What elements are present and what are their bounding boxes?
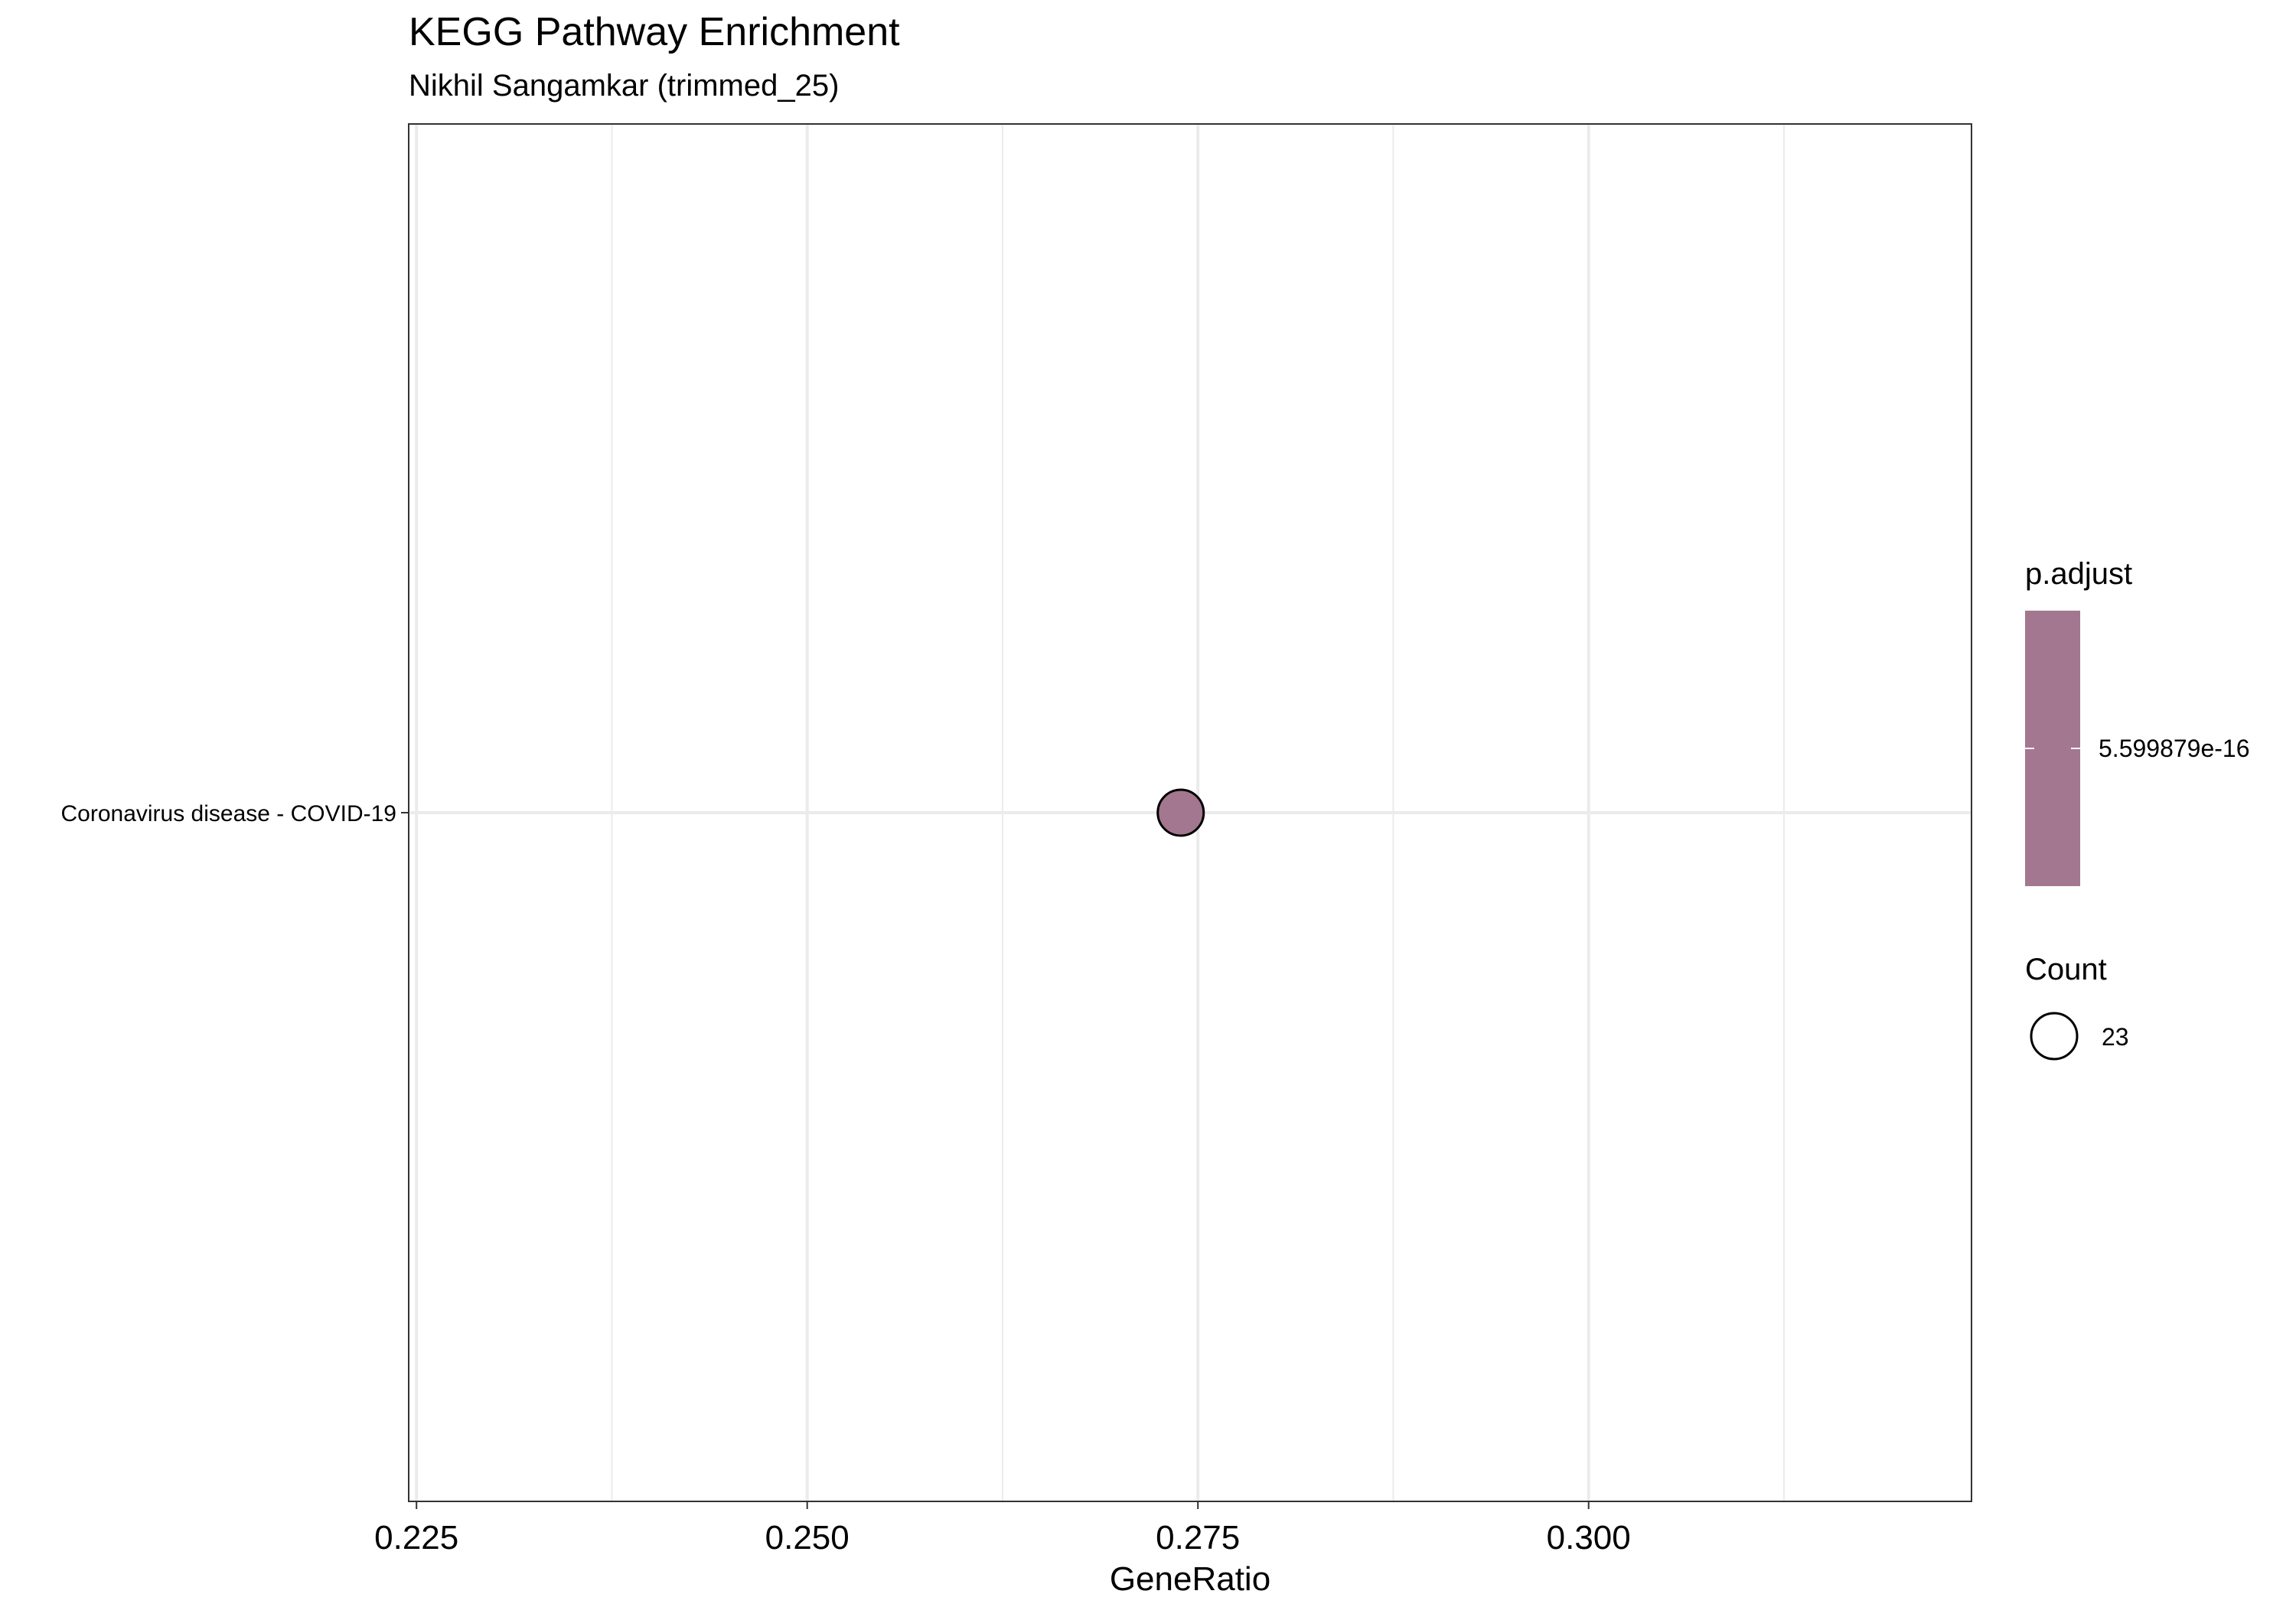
x-tick-label: 0.225: [374, 1519, 458, 1556]
data-point: [1156, 788, 1205, 837]
colorbar-label: 5.599879e-16: [2099, 735, 2250, 762]
size-legend-label: 23: [2102, 1023, 2129, 1051]
size-legend-key: [2030, 1012, 2079, 1061]
x-tick-label: 0.300: [1547, 1519, 1631, 1556]
y-tick-label: Coronavirus disease - COVID-19: [60, 801, 396, 826]
y-axis: Coronavirus disease - COVID-19: [60, 801, 409, 826]
data-points: [1156, 788, 1205, 837]
legend-color-title: p.adjust: [2025, 557, 2133, 591]
x-tick-label: 0.275: [1156, 1519, 1240, 1556]
x-axis: 0.225 0.250 0.275 0.300: [374, 1501, 1631, 1556]
legend: 5.599879e-16 23: [2025, 611, 2250, 1061]
legend-size-title: Count: [2025, 953, 2107, 986]
chart-title: KEGG Pathway Enrichment: [409, 10, 900, 54]
chart-subtitle: Nikhil Sangamkar (trimmed_25): [409, 69, 840, 103]
x-axis-label: GeneRatio: [1110, 1560, 1270, 1598]
x-tick-label: 0.250: [765, 1519, 850, 1556]
